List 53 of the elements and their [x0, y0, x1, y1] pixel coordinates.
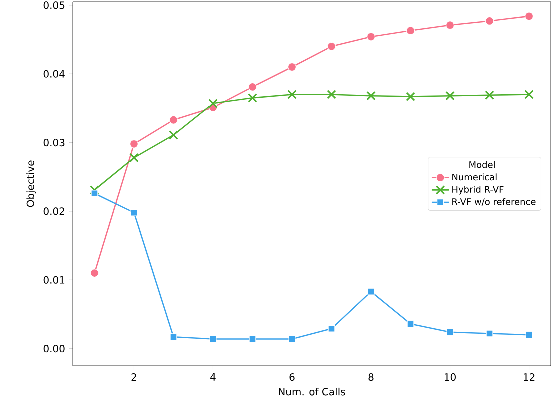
y-tick-label: 0.05 — [44, 2, 65, 10]
x-tick-label: 2 — [132, 374, 136, 381]
y-tick-label: 0.03 — [44, 139, 65, 147]
point — [208, 98, 218, 108]
point — [524, 90, 534, 100]
y-axis-title: Objective — [26, 160, 36, 208]
y-tick-label: 0.04 — [44, 70, 65, 78]
point — [406, 26, 416, 36]
point — [485, 90, 494, 100]
point — [366, 91, 376, 101]
point — [288, 336, 296, 343]
point — [249, 336, 256, 343]
point — [485, 16, 494, 26]
y-tick-label: 0.00 — [44, 345, 65, 353]
x-tick-label: 4 — [210, 374, 216, 381]
point — [248, 93, 258, 103]
legend-label: R-VF w/o reference — [452, 198, 536, 206]
point — [169, 116, 178, 124]
point — [130, 153, 139, 163]
x-tick-label: 12 — [524, 374, 535, 381]
point — [327, 42, 336, 51]
point — [407, 320, 414, 328]
x-tick-label: 8 — [368, 374, 374, 382]
y-tick-label: 0.01 — [44, 276, 65, 284]
point — [90, 268, 100, 278]
x-tick-label: 6 — [290, 374, 295, 382]
point — [327, 90, 336, 100]
point — [446, 21, 455, 30]
x-axis-title: Num. of Calls — [279, 388, 346, 396]
point — [368, 288, 375, 296]
point — [288, 90, 297, 100]
point — [169, 130, 178, 140]
point — [170, 334, 178, 341]
point — [90, 185, 100, 195]
y-tick-label: 0.02 — [44, 208, 64, 216]
point — [130, 209, 138, 216]
x-tick-label: 10 — [445, 374, 456, 382]
point — [248, 82, 258, 92]
point — [406, 92, 416, 102]
point — [486, 330, 494, 338]
legend-title: Model — [470, 161, 495, 168]
point — [446, 328, 454, 336]
point — [288, 62, 297, 72]
point — [130, 140, 139, 148]
point — [328, 325, 336, 332]
point — [91, 190, 98, 198]
point — [526, 332, 533, 339]
legend-label: Hybrid R-VF — [452, 186, 504, 195]
point — [210, 336, 217, 343]
point — [524, 12, 534, 21]
point — [446, 91, 455, 101]
legend-label: Numerical — [452, 174, 497, 181]
point — [366, 32, 376, 42]
